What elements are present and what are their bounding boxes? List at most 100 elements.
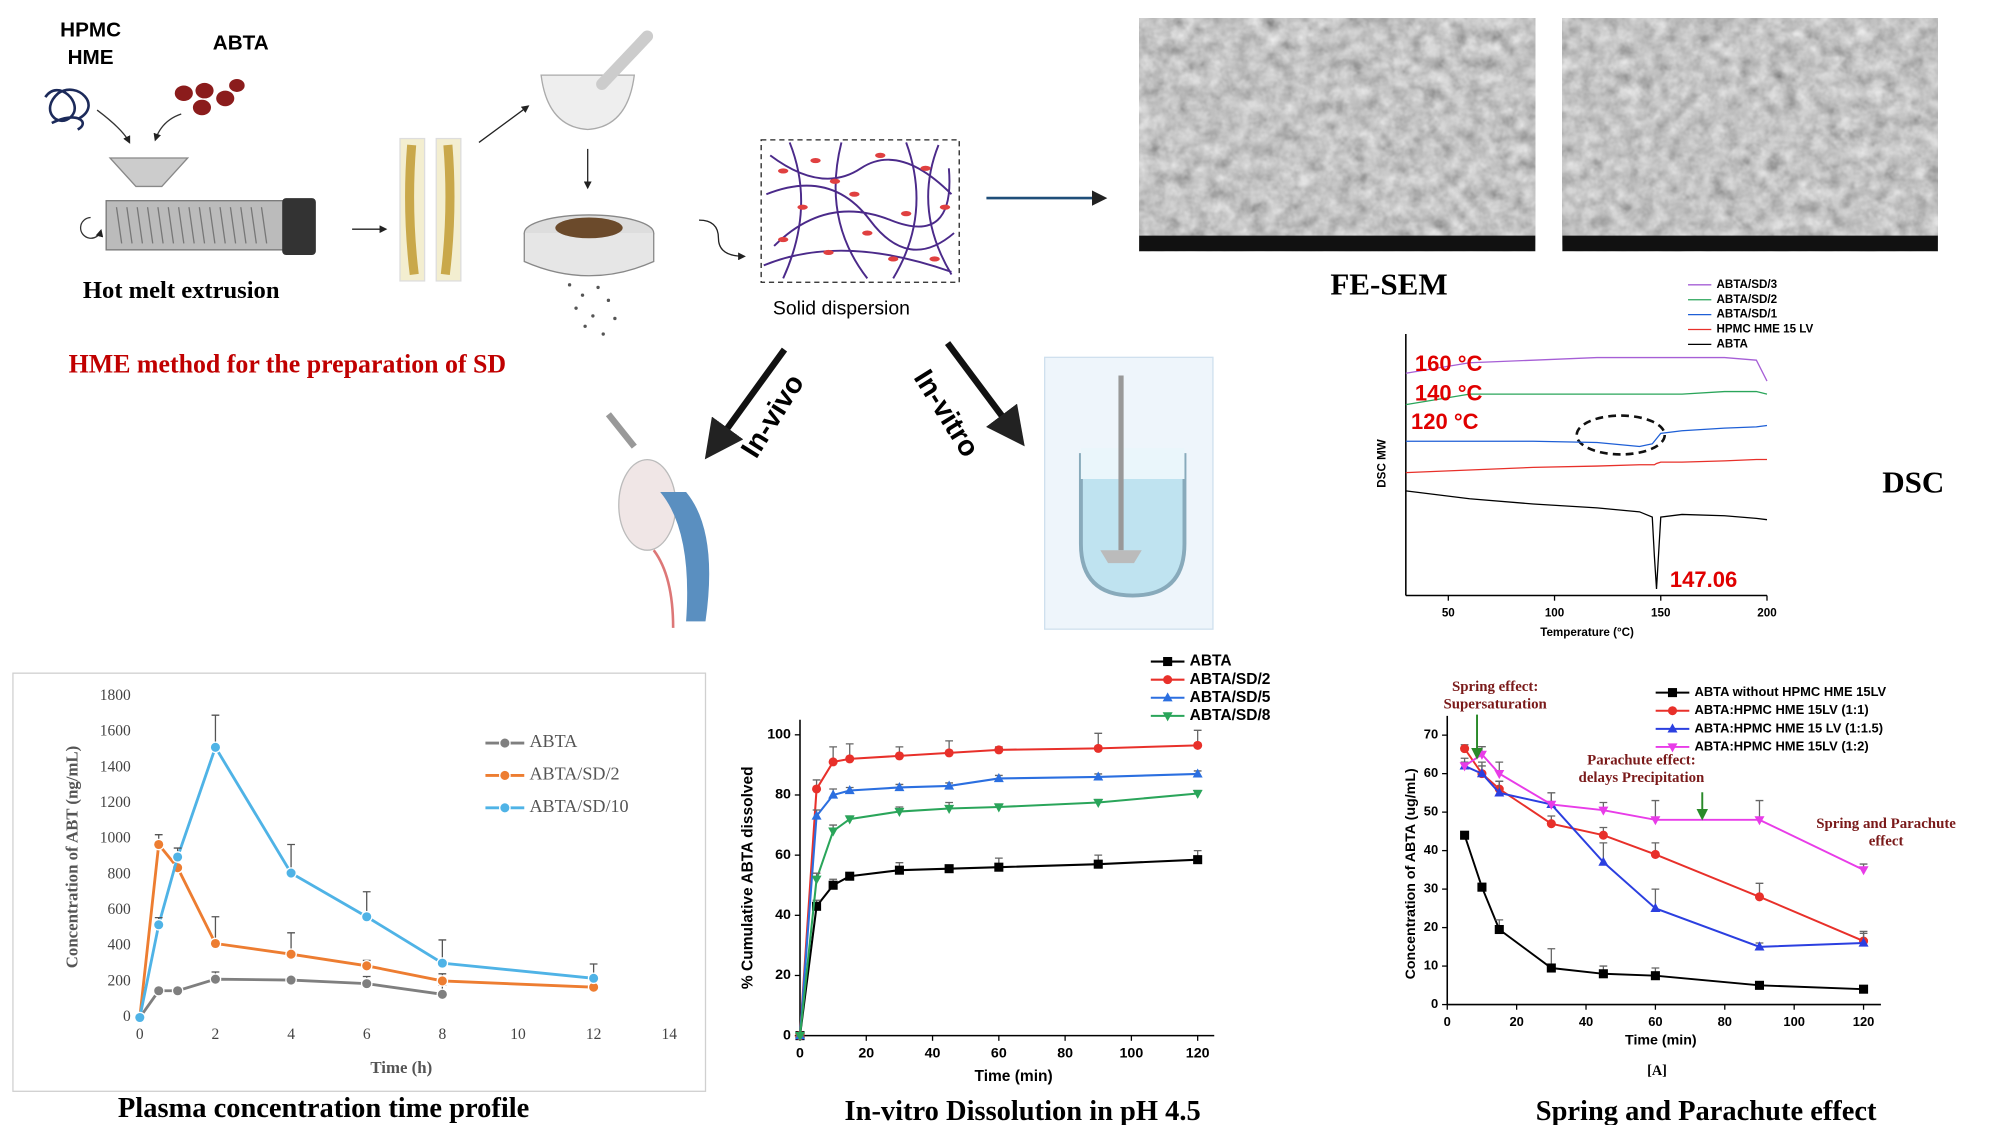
x-tick-label: 14 <box>661 1026 677 1043</box>
series-line <box>1464 753 1864 871</box>
marker <box>1650 816 1661 826</box>
marker <box>436 975 449 987</box>
y-tick-label: 20 <box>775 967 791 983</box>
tail <box>652 549 675 628</box>
marker <box>152 984 165 997</box>
marker <box>944 804 955 814</box>
annotation: Spring effect: <box>1452 679 1538 695</box>
y-tick-label: 400 <box>107 937 131 954</box>
series-line <box>798 792 1198 1036</box>
marker <box>1460 744 1470 754</box>
x-tick-label: 100 <box>1545 607 1564 620</box>
y-tick-label: 800 <box>107 865 131 882</box>
marker <box>1754 980 1765 990</box>
arrow <box>96 109 131 144</box>
series-line <box>1463 834 1864 991</box>
drug-dispersed <box>777 152 951 262</box>
marker <box>360 959 373 972</box>
label: Solid dispersion <box>773 298 910 320</box>
marker <box>1859 984 1869 994</box>
y-tick-label: 60 <box>1424 765 1438 780</box>
legend-marker <box>499 737 511 749</box>
marker <box>436 988 449 1001</box>
marker <box>1598 969 1608 979</box>
label: HME method for the preparation of SD <box>69 349 506 378</box>
drug-particles <box>174 79 245 116</box>
x-tick-label: 100 <box>1120 1046 1144 1062</box>
series-line <box>798 858 1198 1036</box>
marker <box>587 972 600 985</box>
marker <box>1598 856 1609 866</box>
marker <box>1494 924 1504 935</box>
chart-title: DSC <box>1882 465 1944 500</box>
series-line <box>138 743 594 1018</box>
marker <box>209 973 222 985</box>
screw <box>115 207 268 244</box>
marker <box>844 785 855 795</box>
legend-marker <box>1667 723 1678 733</box>
powder <box>555 217 623 239</box>
strand <box>440 144 455 276</box>
legend-marker <box>1667 743 1678 753</box>
marker <box>1650 902 1661 912</box>
legend-label: ABTA/SD/2 <box>1717 293 1778 306</box>
hand <box>660 491 710 622</box>
falling-powder <box>567 283 617 336</box>
y-tick-label: 40 <box>1424 842 1438 857</box>
marker <box>1494 770 1505 780</box>
label: ABTA <box>213 32 269 55</box>
x-tick-label: 80 <box>1718 1014 1732 1029</box>
marker <box>1476 768 1487 778</box>
y-tick-label: 60 <box>775 847 791 863</box>
x-tick-label: 200 <box>1757 607 1776 620</box>
marker <box>994 862 1004 872</box>
arrow <box>944 341 1025 447</box>
series-line <box>798 772 1198 1036</box>
marker <box>285 867 297 879</box>
barrel <box>105 200 289 251</box>
x-tick-label: 20 <box>1509 1014 1523 1029</box>
x-tick-label: 0 <box>1444 1014 1451 1029</box>
marker <box>828 827 839 837</box>
arrow <box>478 105 530 143</box>
sem-bar <box>1562 235 1938 252</box>
solid-dispersion-box <box>760 139 960 283</box>
marker <box>152 838 165 851</box>
highlight-ellipse <box>1575 414 1667 456</box>
sieve <box>523 233 655 277</box>
label: In-vivo <box>735 369 811 464</box>
marker <box>436 957 449 969</box>
annotation: Supersaturation <box>1443 696 1547 712</box>
arrow <box>699 219 746 261</box>
legend-marker <box>1163 675 1173 685</box>
marker <box>845 871 855 881</box>
marker <box>1193 740 1203 750</box>
marker <box>171 984 184 997</box>
x-tick-label: 6 <box>363 1026 371 1043</box>
legend-label: ABTA/SD/1 <box>1717 308 1778 321</box>
legend-marker <box>499 801 511 814</box>
x-tick-label: 80 <box>1057 1046 1073 1062</box>
marker <box>795 1032 805 1042</box>
marker <box>845 754 855 764</box>
marker <box>812 784 822 794</box>
x-tick-label: 12 <box>586 1026 602 1043</box>
y-tick-label: 80 <box>775 787 791 803</box>
arrow <box>153 113 182 142</box>
y-axis-label: % Cumulative ABTA dissolved <box>739 766 756 989</box>
panel-label: [A] <box>1647 1063 1667 1079</box>
series-line <box>1405 424 1768 448</box>
legend-marker <box>1162 692 1173 702</box>
marker <box>811 810 822 820</box>
x-tick-label: 20 <box>858 1046 874 1062</box>
label: HPMC <box>60 19 121 42</box>
sem-image <box>1562 18 1938 252</box>
chart-title: Plasma concentration time profile <box>118 1093 529 1124</box>
vessel-air <box>1080 447 1185 480</box>
marker <box>1858 937 1869 947</box>
x-axis-label: Temperature (°C) <box>1540 626 1634 639</box>
series-line <box>1405 458 1767 474</box>
marker <box>811 875 822 885</box>
x-tick-label: 8 <box>438 1026 446 1043</box>
